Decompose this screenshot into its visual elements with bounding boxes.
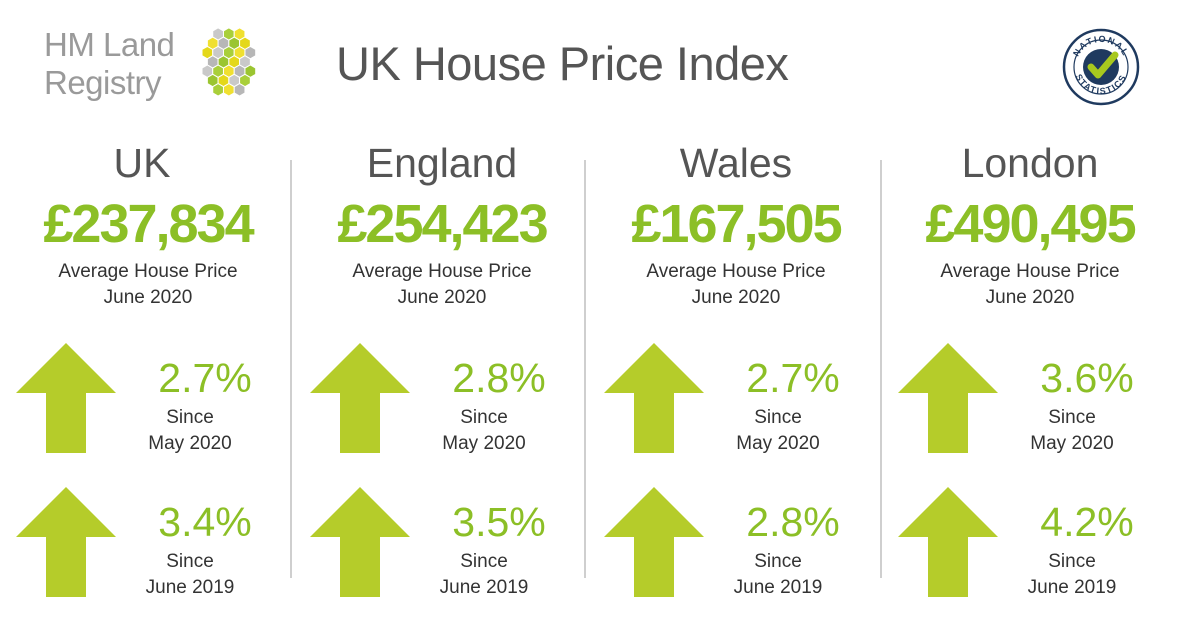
region-column-wales: Wales £167,505 Average House Price June … [588, 135, 884, 615]
average-price-label: Average House Price [646, 261, 826, 282]
brand-line-1: HM Land [44, 26, 175, 63]
average-price-label: Average House Price [940, 261, 1120, 282]
up-arrow-icon [16, 343, 116, 453]
comparison-period: May 2020 [148, 433, 232, 454]
price-date: June 2020 [397, 287, 487, 308]
comparison-period: May 2020 [736, 433, 820, 454]
monthly-change: 2.7% Since May 2020 [0, 343, 296, 463]
price-date: June 2020 [691, 287, 781, 308]
change-percent: 3.5% [452, 499, 546, 545]
price-date: June 2020 [985, 287, 1075, 308]
average-price: £237,834 [43, 194, 254, 254]
header: HM Land Registry UK House Price Index NA… [0, 0, 1196, 120]
region-name: Wales [679, 140, 793, 186]
change-percent: 2.8% [452, 355, 546, 401]
annual-change: 3.4% Since June 2019 [0, 487, 296, 607]
brand-line-2: Registry [44, 64, 162, 101]
annual-change: 3.5% Since June 2019 [294, 487, 590, 607]
national-statistics-check-icon: NATIONAL STATISTICS [1062, 28, 1140, 106]
change-percent: 2.7% [746, 355, 840, 401]
average-price: £490,495 [925, 194, 1136, 254]
region-name: UK [113, 140, 171, 186]
change-percent: 3.4% [158, 499, 252, 545]
hexagon-logo-icon [201, 27, 257, 97]
hexagon-tile [222, 83, 235, 97]
hexagon-tile [212, 83, 224, 97]
price-date: June 2020 [103, 287, 193, 308]
up-arrow-icon [604, 487, 704, 597]
region-name: England [366, 140, 518, 186]
up-arrow-icon [310, 487, 410, 597]
monthly-change: 3.6% Since May 2020 [882, 343, 1178, 463]
comparison-period: June 2019 [439, 577, 529, 598]
change-percent: 3.6% [1040, 355, 1134, 401]
up-arrow-icon [898, 487, 998, 597]
change-percent: 4.2% [1040, 499, 1134, 545]
up-arrow-icon [16, 487, 116, 597]
since-label: Since [1048, 407, 1096, 428]
column-divider [880, 160, 882, 578]
change-percent: 2.7% [158, 355, 252, 401]
region-column-london: London £490,495 Average House Price June… [882, 135, 1178, 615]
up-arrow-icon [898, 343, 998, 453]
average-price-label: Average House Price [352, 261, 532, 282]
comparison-period: June 2019 [733, 577, 823, 598]
comparison-period: May 2020 [442, 433, 526, 454]
comparison-period: June 2019 [1027, 577, 1117, 598]
average-price: £254,423 [337, 194, 548, 254]
column-divider [290, 160, 292, 578]
since-label: Since [460, 407, 508, 428]
region-column-england: England £254,423 Average House Price Jun… [294, 135, 590, 615]
up-arrow-icon [604, 343, 704, 453]
region-column-uk: UK £237,834 Average House Price June 202… [0, 135, 296, 615]
comparison-period: May 2020 [1030, 433, 1114, 454]
hm-land-registry-wordmark: HM Land Registry [44, 26, 175, 102]
monthly-change: 2.7% Since May 2020 [588, 343, 884, 463]
since-label: Since [166, 407, 214, 428]
average-price: £167,505 [631, 194, 842, 254]
annual-change: 2.8% Since June 2019 [588, 487, 884, 607]
since-label: Since [1048, 551, 1096, 572]
since-label: Since [460, 551, 508, 572]
since-label: Since [166, 551, 214, 572]
column-divider [584, 160, 586, 578]
average-price-label: Average House Price [58, 261, 238, 282]
hexagon-tile [233, 83, 246, 97]
change-percent: 2.8% [746, 499, 840, 545]
page-title: UK House Price Index [336, 37, 789, 90]
annual-change: 4.2% Since June 2019 [882, 487, 1178, 607]
region-name: London [961, 140, 1099, 186]
since-label: Since [754, 551, 802, 572]
monthly-change: 2.8% Since May 2020 [294, 343, 590, 463]
up-arrow-icon [310, 343, 410, 453]
since-label: Since [754, 407, 802, 428]
comparison-period: June 2019 [145, 577, 235, 598]
